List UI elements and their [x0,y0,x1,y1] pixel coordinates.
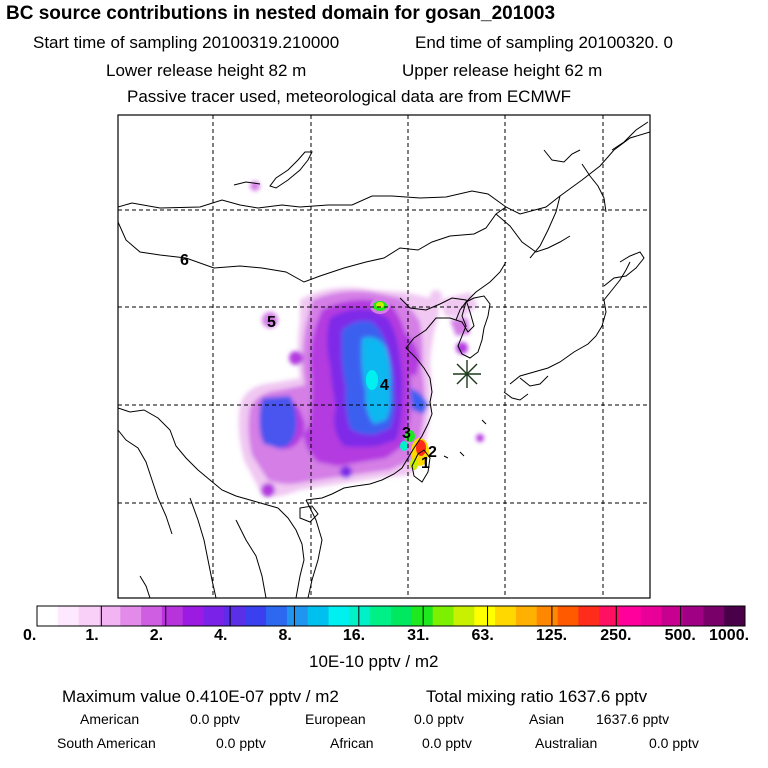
colorbar-swatch [640,606,663,626]
colorbar-tick-label: 16. [342,627,366,644]
region-label-6: 6 [180,252,189,269]
colorbar-swatch [703,606,725,626]
colorbar-tick-label: 500. [664,627,696,644]
colorbar-tick-label: 1. [85,627,99,644]
region-label-1: 1 [421,455,430,472]
australian-value: 0.0 pptv [649,735,699,751]
colorbar-swatch [182,606,204,626]
colorbar-tick-label: 63. [471,627,494,644]
colorbar-swatch [411,606,434,626]
colorbar-swatch [453,606,475,626]
african-label: African [330,735,374,751]
colorbar-swatch [391,606,413,626]
colorbar-tick-label: 31. [407,627,430,644]
colorbar-tick-label: 8. [278,627,292,644]
african-value: 0.0 pptv [422,735,472,751]
map-frame [117,114,651,599]
colorbar-swatch [536,606,558,626]
colorbar-swatch [266,606,288,626]
colorbar-swatch [620,606,642,626]
australian-label: Australian [535,735,598,751]
region-label-3: 3 [402,425,411,442]
star-icon [453,360,481,388]
colorbar-swatch [370,606,392,626]
european-label: European [305,711,366,727]
colorbar-swatch [286,606,309,626]
colorbar-swatch [599,606,621,626]
colorbar-swatch [682,606,704,626]
colorbar-tick-label: 0. [23,627,37,644]
colorbar-swatch [724,606,746,626]
colorbar-swatch [203,606,225,626]
colorbar-swatch [245,606,267,626]
lower-release-height-label: Lower release height 82 m [106,61,307,80]
colorbar-swatch [474,606,496,626]
colorbar-tick-label: 125. [535,627,568,644]
european-value: 0.0 pptv [414,711,464,727]
upper-release-height-label: Upper release height 62 m [402,61,603,80]
maximum-value-label: Maximum value 0.410E-07 pptv / m2 [62,687,339,706]
asian-value: 1637.6 pptv [596,711,670,727]
plot-title: BC source contributions in nested domain… [6,3,556,24]
colorbar-swatch [307,606,329,626]
colorbar-swatch [141,606,163,626]
colorbar-swatch [78,606,100,626]
colorbar-swatch [161,606,184,626]
colorbar-tick-label: 2. [149,627,164,644]
colorbar-swatch [224,606,246,626]
american-value: 0.0 pptv [190,711,240,727]
south-american-label: South American [57,735,156,751]
colorbar-swatch [432,606,454,626]
colorbar-swatch [495,606,517,626]
colorbar-swatch [57,606,80,626]
colorbar-swatch [557,606,579,626]
colorbar-swatch [37,606,59,626]
colorbar-swatch [349,606,371,626]
colorbar-tick-label: 1000. [709,627,750,644]
end-time-label: End time of sampling 20100320. 0 [415,33,674,52]
colorbar-frame [36,605,746,627]
colorbar-swatch [515,606,538,626]
region-label-5: 5 [267,314,276,331]
colorbar-swatch [661,606,683,626]
region-label-4: 4 [380,377,389,394]
colorbar-swatch [578,606,600,626]
tracer-note: Passive tracer used, meteorological data… [127,87,572,106]
colorbar-tick-label: 4. [214,627,228,644]
start-time-label: Start time of sampling 20100319.210000 [33,33,340,52]
colorbar-swatch [328,606,350,626]
lat-lon-grid [118,115,650,598]
colorbar-swatch [120,606,142,626]
concentration-field [238,181,484,497]
american-label: American [80,711,140,727]
colorbar-tick-label: 250. [600,627,632,644]
coastline-layer [118,121,650,598]
colorbar [36,605,746,627]
total-mixing-ratio-label: Total mixing ratio 1637.6 pptv [426,687,648,706]
asian-label: Asian [529,711,565,727]
colorbar-swatch [99,606,121,626]
region-label-2: 2 [428,444,437,461]
south-american-value: 0.0 pptv [216,735,266,751]
colorbar-unit-label: 10E-10 pptv / m2 [309,652,439,671]
